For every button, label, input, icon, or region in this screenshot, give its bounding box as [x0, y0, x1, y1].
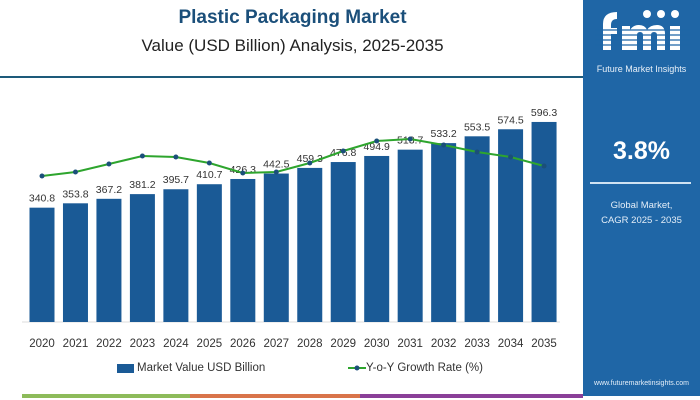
cagr-label: Global Market, CAGR 2025 - 2035 [583, 198, 700, 228]
growth-point-2021 [72, 169, 78, 175]
bar-2028 [297, 167, 323, 322]
x-tick-2020: 2020 [29, 338, 55, 350]
x-tick-2030: 2030 [364, 338, 390, 350]
stripe-orange [190, 394, 360, 398]
growth-point-2025 [206, 160, 212, 166]
x-tick-2024: 2024 [163, 338, 189, 350]
bar-2034 [498, 129, 524, 322]
x-tick-2032: 2032 [431, 338, 457, 350]
x-tick-2031: 2031 [397, 338, 423, 350]
x-tick-2023: 2023 [130, 338, 156, 350]
legend-line-label: Y-o-Y Growth Rate (%) [366, 362, 483, 374]
fmi-logo-letters [603, 12, 680, 50]
growth-point-2032 [441, 142, 447, 148]
bar-2032 [431, 143, 457, 322]
growth-point-2026 [240, 170, 246, 176]
data-label-2021: 353.8 [62, 188, 88, 200]
data-label-2023: 381.2 [129, 179, 155, 191]
stripe-green [22, 394, 190, 398]
growth-point-2028 [307, 160, 313, 166]
growth-point-2027 [273, 169, 279, 175]
growth-point-2034 [508, 154, 514, 160]
data-label-2024: 395.7 [163, 174, 189, 186]
side-panel: Future Market Insights 3.8% Global Marke… [583, 0, 700, 396]
growth-point-2024 [173, 154, 179, 160]
bar-2024 [163, 189, 189, 322]
bar-line-chart: 340.8 2020 353.8 2021 367.2 2022 381.2 2023 395.… [22, 107, 560, 350]
x-tick-2028: 2028 [297, 338, 323, 350]
bar-2022 [96, 198, 122, 322]
data-label-2028: 459.3 [297, 153, 323, 165]
x-tick-2026: 2026 [230, 338, 256, 350]
data-label-2020: 340.8 [29, 193, 55, 205]
growth-point-2022 [106, 161, 112, 167]
bar-2035 [531, 121, 557, 323]
data-label-2034: 574.5 [497, 114, 523, 126]
title-divider [0, 76, 583, 78]
panel-divider [590, 182, 691, 184]
bar-2029 [330, 162, 356, 322]
bar-2031 [397, 149, 423, 322]
bar-2026 [230, 178, 256, 322]
data-label-2022: 367.2 [96, 184, 122, 196]
bar-2033 [464, 136, 490, 322]
x-tick-2033: 2033 [464, 338, 490, 350]
bar-2027 [263, 173, 289, 322]
x-tick-2035: 2035 [531, 338, 557, 350]
growth-point-2031 [407, 136, 413, 142]
growth-point-2029 [340, 148, 346, 154]
legend-line: Y-o-Y Growth Rate (%) [348, 362, 483, 374]
x-tick-2025: 2025 [197, 338, 223, 350]
x-tick-2029: 2029 [330, 338, 356, 350]
cagr-label-line1: Global Market, [610, 200, 673, 211]
growth-point-2023 [139, 153, 145, 159]
x-tick-2027: 2027 [263, 338, 289, 350]
fmi-logo [595, 10, 690, 50]
cagr-label-line2: CAGR 2025 - 2035 [601, 215, 682, 226]
website-link[interactable]: www.futuremarketinsights.com [594, 380, 689, 387]
growth-point-2035 [541, 163, 547, 169]
legend-bar-swatch [117, 363, 134, 373]
legend-bar: Market Value USD Billion [117, 362, 265, 374]
bar-2020 [29, 207, 55, 322]
bar-2021 [62, 203, 88, 322]
growth-line [41, 137, 545, 177]
bar-2023 [129, 194, 155, 322]
bar-2025 [196, 184, 222, 322]
growth-point-2030 [374, 138, 380, 144]
x-tick-2022: 2022 [96, 338, 122, 350]
data-label-2027: 442.5 [263, 159, 289, 171]
chart-title: Plastic Packaging Market [178, 7, 407, 28]
bar-2030 [364, 155, 390, 322]
data-label-2032: 533.2 [430, 128, 456, 140]
stripe-purple [360, 394, 583, 398]
data-label-2033: 553.5 [464, 121, 490, 133]
x-tick-2034: 2034 [498, 338, 524, 350]
chart-subtitle: Value (USD Billion) Analysis, 2025-2035 [141, 36, 444, 55]
cagr-value: 3.8% [613, 137, 670, 165]
logo-tagline: Future Market Insights [596, 64, 687, 74]
data-label-2035: 596.3 [531, 107, 557, 119]
x-tick-2021: 2021 [63, 338, 89, 350]
legend-bar-label: Market Value USD Billion [137, 362, 266, 374]
growth-point-2033 [474, 149, 480, 155]
legend-line-swatch [348, 365, 366, 371]
growth-point-2020 [39, 173, 45, 179]
data-label-2025: 410.7 [196, 169, 222, 181]
